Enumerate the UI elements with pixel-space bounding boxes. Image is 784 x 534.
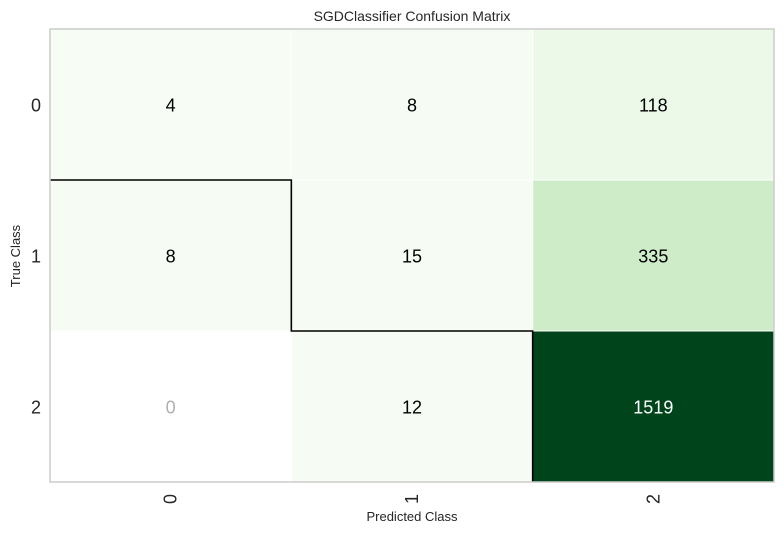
cell-1-0: [49, 179, 292, 332]
y-axis-label: True Class: [8, 224, 23, 287]
cell-0-1: [290, 28, 534, 181]
cell-1-2: [532, 179, 775, 332]
cell-2-0: [49, 330, 292, 483]
cell-value-1-2: 335: [638, 247, 668, 267]
matrix-cell-labels: 4 8 118 8 15 335 0 12 1519: [166, 96, 674, 418]
diagonal-step-line: [50, 179, 534, 482]
cell-2-1: [290, 330, 534, 483]
cell-value-1-0: 8: [166, 247, 176, 267]
x-tick-1: 1: [402, 494, 422, 504]
y-tick-0: 0: [31, 96, 41, 116]
cell-value-2-1: 12: [402, 398, 422, 418]
cell-value-1-1: 15: [402, 247, 422, 267]
cell-value-2-0: 0: [166, 398, 176, 418]
x-tick-0: 0: [161, 494, 181, 504]
x-axis-label: Predicted Class: [366, 509, 458, 524]
cell-value-0-2: 118: [639, 96, 668, 116]
y-tick-labels: 0 1 2: [31, 96, 41, 418]
matrix-cells: [49, 28, 775, 483]
cell-value-0-0: 4: [166, 96, 176, 116]
x-tick-2: 2: [643, 494, 663, 504]
x-tick-labels: 0 1 2: [161, 494, 664, 504]
diagonal-outline: [50, 179, 534, 482]
y-tick-1: 1: [31, 247, 41, 267]
cell-value-0-1: 8: [407, 96, 417, 116]
cell-0-0: [49, 28, 292, 181]
cell-value-2-2: 1519: [633, 398, 673, 418]
cell-1-1: [290, 179, 534, 332]
chart-title: SGDClassifier Confusion Matrix: [314, 8, 511, 24]
plot-frame: [49, 28, 775, 483]
y-tick-2: 2: [31, 398, 41, 418]
